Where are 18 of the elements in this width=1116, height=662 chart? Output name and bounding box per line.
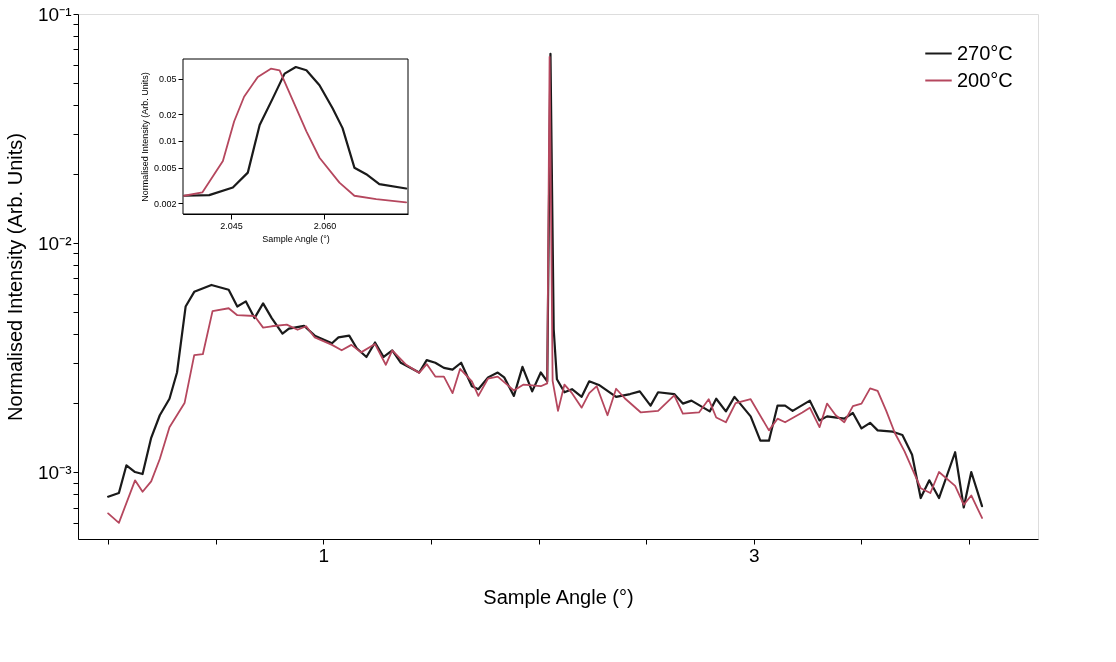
y-tick-label: 10⁻¹ — [38, 3, 72, 25]
y-tick-label: 0.01 — [158, 136, 177, 147]
x-tick-label: 1 — [318, 544, 330, 566]
x-tick-label: 2.045 — [220, 220, 243, 231]
y-axis-title: Normalised Intensity (Arb. Units) — [139, 72, 150, 202]
legend-label: 270°C — [957, 41, 1013, 64]
x-axis-title: Sample Angle (°) — [483, 585, 634, 608]
x-tick-label: 2.060 — [313, 220, 337, 231]
y-tick-label: 10⁻² — [38, 232, 72, 254]
y-tick-label: 0.02 — [158, 109, 177, 120]
y-tick-label: 0.05 — [158, 74, 177, 85]
x-axis-title: Sample Angle (°) — [262, 233, 330, 244]
y-tick-label: 0.002 — [153, 198, 177, 209]
y-tick-label: 0.005 — [153, 163, 177, 174]
y-axis-title: Normalised Intensity (Arb. Units) — [4, 133, 27, 421]
legend-label: 200°C — [957, 68, 1013, 91]
y-tick-label: 10⁻³ — [38, 461, 72, 483]
x-tick-label: 3 — [749, 544, 760, 566]
